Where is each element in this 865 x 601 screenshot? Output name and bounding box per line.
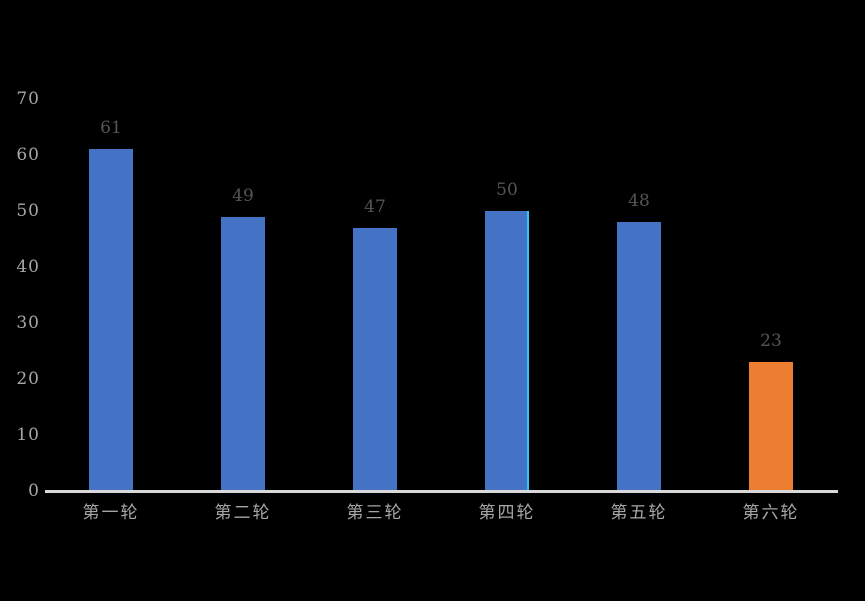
y-axis-tick-label: 70 <box>16 89 40 109</box>
bar-2[interactable] <box>221 216 265 491</box>
bar-3[interactable] <box>353 227 397 491</box>
bar-5[interactable] <box>617 222 661 491</box>
y-axis-tick-label: 10 <box>16 425 40 445</box>
x-axis-category-label: 第六轮 <box>742 503 800 523</box>
x-axis-category-label: 第二轮 <box>214 503 272 523</box>
x-axis-category-label: 第四轮 <box>478 503 536 523</box>
bar-value-label: 48 <box>628 191 650 212</box>
x-axis-category-label: 第五轮 <box>610 503 668 523</box>
bar-1[interactable] <box>89 149 133 491</box>
bar-value-label: 47 <box>364 196 386 217</box>
bar-value-label: 50 <box>496 180 518 200</box>
y-axis-tick-label: 50 <box>16 201 40 221</box>
bar-value-label: 23 <box>760 331 782 352</box>
y-axis-tick-label: 60 <box>16 145 40 165</box>
bar-value-label: 61 <box>100 118 122 139</box>
y-axis-tick-label: 30 <box>16 313 40 333</box>
x-axis-category-label: 第一轮 <box>82 503 140 523</box>
bar-6[interactable] <box>749 362 793 491</box>
x-axis-line <box>45 490 838 493</box>
y-axis-tick-label: 20 <box>16 369 40 389</box>
x-axis-category-label: 第三轮 <box>346 503 404 523</box>
y-axis-tick-label: 0 <box>28 481 40 501</box>
bar-value-label: 49 <box>232 185 254 206</box>
y-axis-tick-label: 40 <box>16 257 40 277</box>
bar-4[interactable] <box>485 211 529 491</box>
